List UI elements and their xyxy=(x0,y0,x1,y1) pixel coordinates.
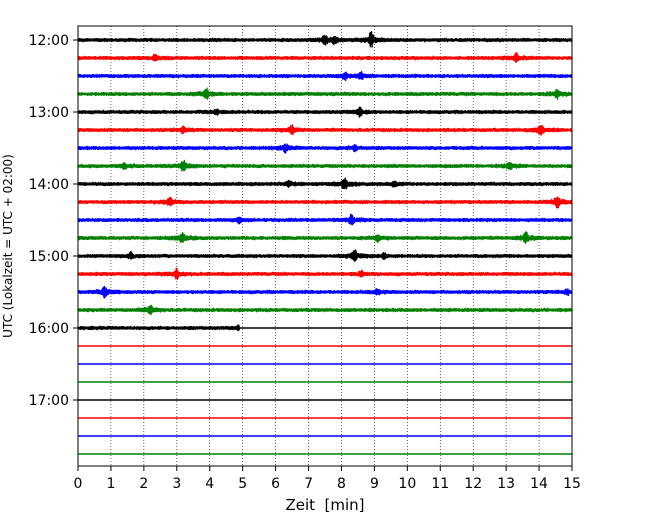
x-tick-label: 15 xyxy=(563,476,581,492)
x-tick-label: 5 xyxy=(238,476,247,492)
trace-signal xyxy=(77,106,573,118)
y-axis-ticks: 12:00 13:00 14:00 15:00 16:00 17:00 xyxy=(29,33,78,409)
x-tick-label: 9 xyxy=(370,476,379,492)
y-tick-label: 12:00 xyxy=(29,33,69,49)
trace-signal xyxy=(77,249,573,262)
x-axis-ticks: 0 1 2 3 4 5 6 7 8 9 10 11 12 13 14 15 xyxy=(74,466,581,492)
grid-layer xyxy=(110,26,540,466)
y-tick-label: 13:00 xyxy=(29,105,69,121)
x-tick-label: 4 xyxy=(205,476,214,492)
trace-1515 xyxy=(77,267,573,280)
trace-1230 xyxy=(77,70,573,82)
x-axis-label: Zeit [min] xyxy=(285,496,364,514)
trace-signal xyxy=(77,213,573,226)
y-tick-label: 16:00 xyxy=(29,321,69,337)
trace-1545 xyxy=(77,304,573,315)
trace-signal xyxy=(77,124,573,136)
x-tick-label: 13 xyxy=(497,476,515,492)
trace-1400 xyxy=(77,177,573,190)
x-tick-label: 3 xyxy=(172,476,181,492)
plot-frame xyxy=(77,25,573,467)
x-tick-label: 11 xyxy=(431,476,449,492)
trace-signal xyxy=(77,143,573,154)
y-tick-label: 17:00 xyxy=(29,393,69,409)
trace-1245 xyxy=(77,87,573,101)
trace-1330 xyxy=(77,143,573,154)
x-tick-label: 1 xyxy=(106,476,115,492)
x-tick-label: 0 xyxy=(74,476,83,492)
trace-1345 xyxy=(77,159,573,172)
y-axis-label: UTC (Lokalzeit = UTC + 02:00) xyxy=(1,154,15,338)
trace-signal xyxy=(77,177,573,190)
x-tick-label: 10 xyxy=(398,476,416,492)
trace-signal xyxy=(77,196,573,209)
x-tick-label: 12 xyxy=(464,476,482,492)
trace-signal xyxy=(77,267,573,280)
trace-layer xyxy=(77,31,573,455)
trace-signal xyxy=(77,87,573,101)
trace-1200 xyxy=(77,31,573,48)
trace-1415 xyxy=(77,196,573,209)
trace-1500 xyxy=(77,249,573,262)
trace-1315 xyxy=(77,124,573,136)
trace-1530 xyxy=(77,285,573,299)
trace-signal xyxy=(77,31,573,48)
trace-1445 xyxy=(77,231,573,244)
trace-signal xyxy=(77,285,573,299)
trace-1600 xyxy=(77,324,572,332)
x-tick-label: 7 xyxy=(304,476,313,492)
trace-1300 xyxy=(77,106,573,118)
trace-1215 xyxy=(77,52,573,63)
trace-signal xyxy=(77,324,241,332)
trace-signal xyxy=(77,52,573,63)
x-tick-label: 14 xyxy=(530,476,548,492)
trace-1430 xyxy=(77,213,573,226)
trace-signal xyxy=(77,231,573,244)
trace-signal xyxy=(77,70,573,82)
trace-signal xyxy=(77,159,573,172)
x-tick-label: 8 xyxy=(337,476,346,492)
trace-signal xyxy=(77,304,573,315)
x-tick-label: 2 xyxy=(139,476,148,492)
x-tick-label: 6 xyxy=(271,476,280,492)
y-tick-label: 15:00 xyxy=(29,249,69,265)
y-tick-label: 14:00 xyxy=(29,177,69,193)
